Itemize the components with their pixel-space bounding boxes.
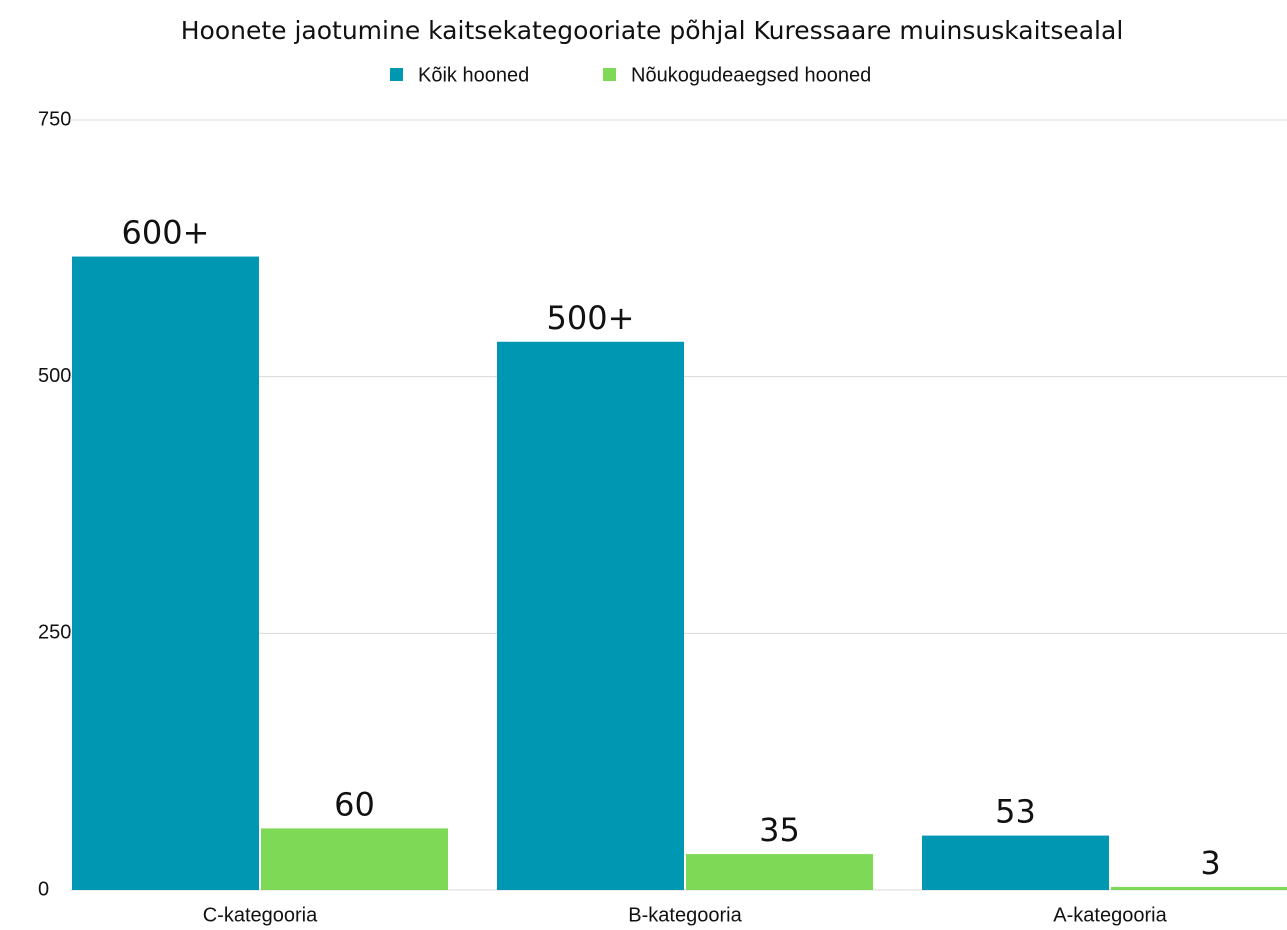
value-label: 35 [759,811,800,849]
value-label: 500+ [547,299,635,337]
bar [261,828,448,890]
y-tick-label: 500 [38,365,71,387]
legend-swatch [390,68,403,81]
x-tick-label: B-kategooria [628,904,742,926]
legend-label: Nõukogudeaegsed hooned [631,64,871,86]
y-tick-label: 0 [38,878,49,900]
bar [922,835,1109,890]
value-label: 60 [334,785,375,823]
bar [72,256,259,891]
bar [1111,886,1287,890]
y-tick-label: 750 [38,108,71,130]
legend-label: Kõik hooned [418,64,529,86]
bar [686,854,873,890]
value-label: 3 [1200,844,1220,882]
x-tick-label: A-kategooria [1053,904,1167,926]
value-label: 600+ [122,214,210,252]
x-tick-label: C-kategooria [203,904,318,926]
y-tick-label: 250 [38,622,71,644]
chart-title: Hoonete jaotumine kaitsekategooriate põh… [181,16,1124,45]
legend-swatch [603,68,616,81]
bar [497,341,684,890]
value-label: 53 [995,793,1036,831]
